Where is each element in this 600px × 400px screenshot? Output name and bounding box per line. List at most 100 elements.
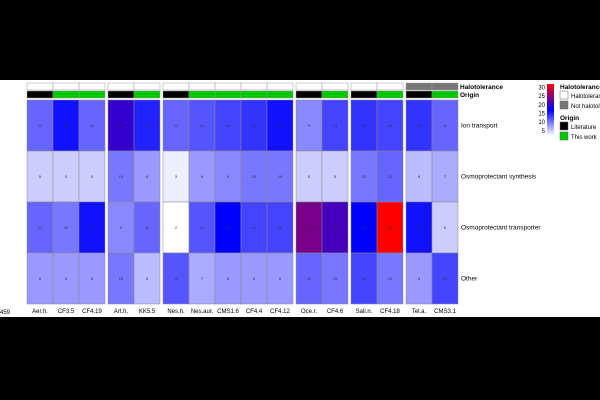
heatmap-cell-0-12 — [350, 99, 378, 152]
row-label-2: Osmoprotectant transporter — [461, 225, 541, 232]
cell-value-2-13: 32 — [388, 225, 393, 230]
column-label-0: Aer.h. — [32, 309, 48, 315]
cell-value-0-15: 11 — [443, 123, 448, 128]
cell-value-2-11: 21 — [333, 225, 338, 230]
cell-value-0-13: 13 — [388, 123, 393, 128]
legend-halotolerance-title: Halotolerance — [560, 84, 600, 91]
annotation-halotolerance-15 — [431, 82, 459, 91]
annotation-halotolerance-7 — [214, 82, 242, 91]
annotation-halotolerance-6 — [188, 82, 216, 91]
cell-value-3-11: 10 — [333, 276, 338, 281]
cell-value-0-9: 16 — [278, 123, 283, 128]
annotation-origin-6 — [188, 90, 216, 99]
heatmap-cell-1-15 — [431, 150, 459, 203]
cell-value-0-6: 12 — [200, 123, 205, 128]
heatmap-cell-2-1 — [52, 201, 80, 254]
annotation-origin-9 — [266, 90, 294, 99]
annotation-origin-11 — [321, 90, 349, 99]
cell-value-1-1: 5 — [65, 174, 68, 179]
cell-value-2-15: 5 — [444, 225, 447, 230]
legend-this-work-swatch — [559, 131, 569, 141]
column-label-7: CMS1.6 — [217, 309, 239, 315]
annotation-origin-7 — [214, 90, 242, 99]
heatmap-cell-2-12 — [350, 201, 378, 254]
heatmap-cell-0-5 — [162, 99, 190, 152]
heatmap-cell-0-9 — [266, 99, 294, 152]
cell-value-2-8: 13 — [252, 225, 257, 230]
annotation-halotolerance-9 — [266, 82, 294, 91]
cell-value-3-6: 7 — [201, 276, 204, 281]
cell-value-3-5: 12 — [174, 276, 179, 281]
cell-value-2-5: 2 — [175, 225, 178, 230]
legend-literature-label: Literature — [571, 125, 597, 131]
cell-value-1-8: 10 — [252, 174, 257, 179]
annotation-halotolerance-5 — [162, 82, 190, 91]
cell-value-0-14: 14 — [417, 123, 422, 128]
heatmap-cell-2-2 — [78, 201, 106, 254]
heatmap-cell-3-11 — [321, 252, 349, 305]
heatmap-cell-1-13 — [376, 150, 404, 203]
heatmap-cell-3-15 — [431, 252, 459, 305]
heatmap-panel: 11 16 11 20 15 11 12 13 14 16 9 13 14 13 14 11 5 5 5 10 8 3 8 9… — [0, 80, 600, 317]
cell-value-2-10: 24 — [307, 225, 312, 230]
heatmap-cell-3-12 — [350, 252, 378, 305]
cell-value-2-2: 16 — [90, 225, 95, 230]
cell-value-1-12: 10 — [362, 174, 367, 179]
column-label-9: CF4.12 — [270, 309, 290, 315]
annotation-halotolerance-12 — [350, 82, 378, 91]
column-label-11: CF4.6 — [327, 309, 344, 315]
colorbar-tick-5: 30 — [538, 85, 545, 91]
row-label-1: Osmoprotectant synthesis — [461, 174, 537, 181]
heatmap-cell-2-3 — [107, 201, 135, 254]
cell-value-0-0: 11 — [38, 123, 43, 128]
heatmap-cell-3-2 — [78, 252, 106, 305]
heatmap-cell-0-11 — [321, 99, 349, 152]
cell-value-0-3: 20 — [119, 123, 124, 128]
cell-value-1-6: 8 — [201, 174, 204, 179]
column-label-10: Oce.r. — [301, 309, 317, 315]
heatmap-cell-3-0 — [26, 252, 54, 305]
cell-value-2-9: 13 — [278, 225, 283, 230]
colorbar-tick-4: 25 — [538, 94, 545, 100]
edge-label: 459 — [0, 310, 11, 316]
cell-value-3-7: 8 — [227, 276, 230, 281]
annotation-origin-2 — [78, 90, 106, 99]
cell-value-1-0: 5 — [39, 174, 42, 179]
heatmap-svg: 11 16 11 20 15 11 12 13 14 16 9 13 14 13 14 11 5 5 5 10 8 3 8 9… — [0, 82, 600, 316]
column-label-5: Nes.h. — [167, 309, 185, 315]
legend: 5 10 15 20 25 30 Halotolerance Halotolerant Not … — [538, 84, 600, 141]
heatmap-cell-3-14 — [405, 252, 433, 305]
cell-value-2-14: 16 — [417, 225, 422, 230]
annotation-halotolerance-1 — [52, 82, 80, 91]
heatmap-cell-0-15 — [431, 99, 459, 152]
heatmap-cell-3-13 — [376, 252, 404, 305]
cell-value-3-14: 8 — [418, 276, 421, 281]
annotation-label-0: Halotolerance — [460, 84, 503, 91]
cell-value-3-3: 10 — [119, 276, 124, 281]
annotation-origin-8 — [240, 90, 268, 99]
cell-value-2-0: 11 — [38, 225, 43, 230]
column-label-15: CMS3.1 — [434, 309, 456, 315]
colorbar — [547, 84, 554, 136]
legend-halotolerant-label: Halotolerant — [571, 94, 600, 100]
cell-value-1-5: 3 — [175, 174, 178, 179]
cell-value-3-2: 8 — [91, 276, 94, 281]
legend-not-halotolerant-label: Not halotolerant — [571, 104, 600, 110]
cell-value-2-4: 11 — [145, 225, 150, 230]
annotation-halotolerance-13 — [376, 82, 404, 91]
cell-value-1-15: 7 — [444, 174, 447, 179]
column-labels: Aer.h. CF3.5 CF4.19 Art.h. KK5.5 Nes.h. Nes.au… — [32, 309, 456, 315]
cell-value-0-12: 14 — [362, 123, 367, 128]
heatmap-cell-1-1 — [52, 150, 80, 203]
heatmap-cell-0-10 — [295, 99, 323, 152]
cell-value-1-13: 11 — [388, 174, 393, 179]
heatmap-cell-0-2 — [78, 99, 106, 152]
legend-this-work-label: This work — [571, 135, 598, 141]
annotation-halotolerance-0 — [26, 82, 54, 91]
annotation-origin-12 — [350, 90, 378, 99]
cell-value-1-10: 5 — [308, 174, 311, 179]
cell-value-1-3: 10 — [119, 174, 124, 179]
heatmap-cell-2-8 — [240, 201, 268, 254]
cell-value-1-2: 5 — [91, 174, 94, 179]
annotation-halotolerance-4 — [133, 82, 161, 91]
